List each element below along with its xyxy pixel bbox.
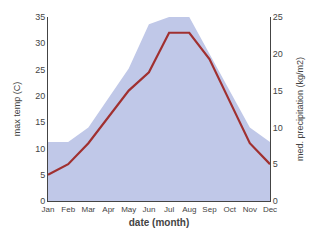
svg-text:15: 15	[273, 86, 283, 96]
svg-text:20: 20	[273, 49, 283, 59]
svg-text:10: 10	[273, 123, 283, 133]
svg-text:35: 35	[35, 12, 45, 22]
svg-text:Jun: Jun	[142, 205, 155, 214]
svg-text:Feb: Feb	[61, 205, 75, 214]
svg-text:Dec: Dec	[263, 205, 277, 214]
svg-text:20: 20	[35, 91, 45, 101]
svg-text:5: 5	[40, 170, 45, 180]
svg-text:date (month): date (month)	[129, 217, 190, 228]
svg-text:15: 15	[35, 117, 45, 127]
svg-text:Oct: Oct	[223, 205, 236, 214]
svg-text:25: 25	[273, 12, 283, 22]
svg-text:May: May	[121, 205, 136, 214]
svg-text:10: 10	[35, 144, 45, 154]
svg-text:0: 0	[273, 196, 278, 206]
svg-text:0: 0	[40, 196, 45, 206]
svg-text:30: 30	[35, 38, 45, 48]
svg-text:25: 25	[35, 65, 45, 75]
svg-text:Aug: Aug	[182, 205, 196, 214]
svg-text:Apr: Apr	[102, 205, 115, 214]
svg-text:Jan: Jan	[42, 205, 55, 214]
svg-text:max temp (C): max temp (C)	[12, 82, 22, 137]
svg-text:5: 5	[273, 159, 278, 169]
svg-text:med. precipitation (kg/m2): med. precipitation (kg/m2)	[295, 57, 305, 161]
svg-text:Nov: Nov	[243, 205, 257, 214]
svg-text:Mar: Mar	[81, 205, 95, 214]
svg-text:Sep: Sep	[202, 205, 217, 214]
svg-text:Jul: Jul	[164, 205, 174, 214]
